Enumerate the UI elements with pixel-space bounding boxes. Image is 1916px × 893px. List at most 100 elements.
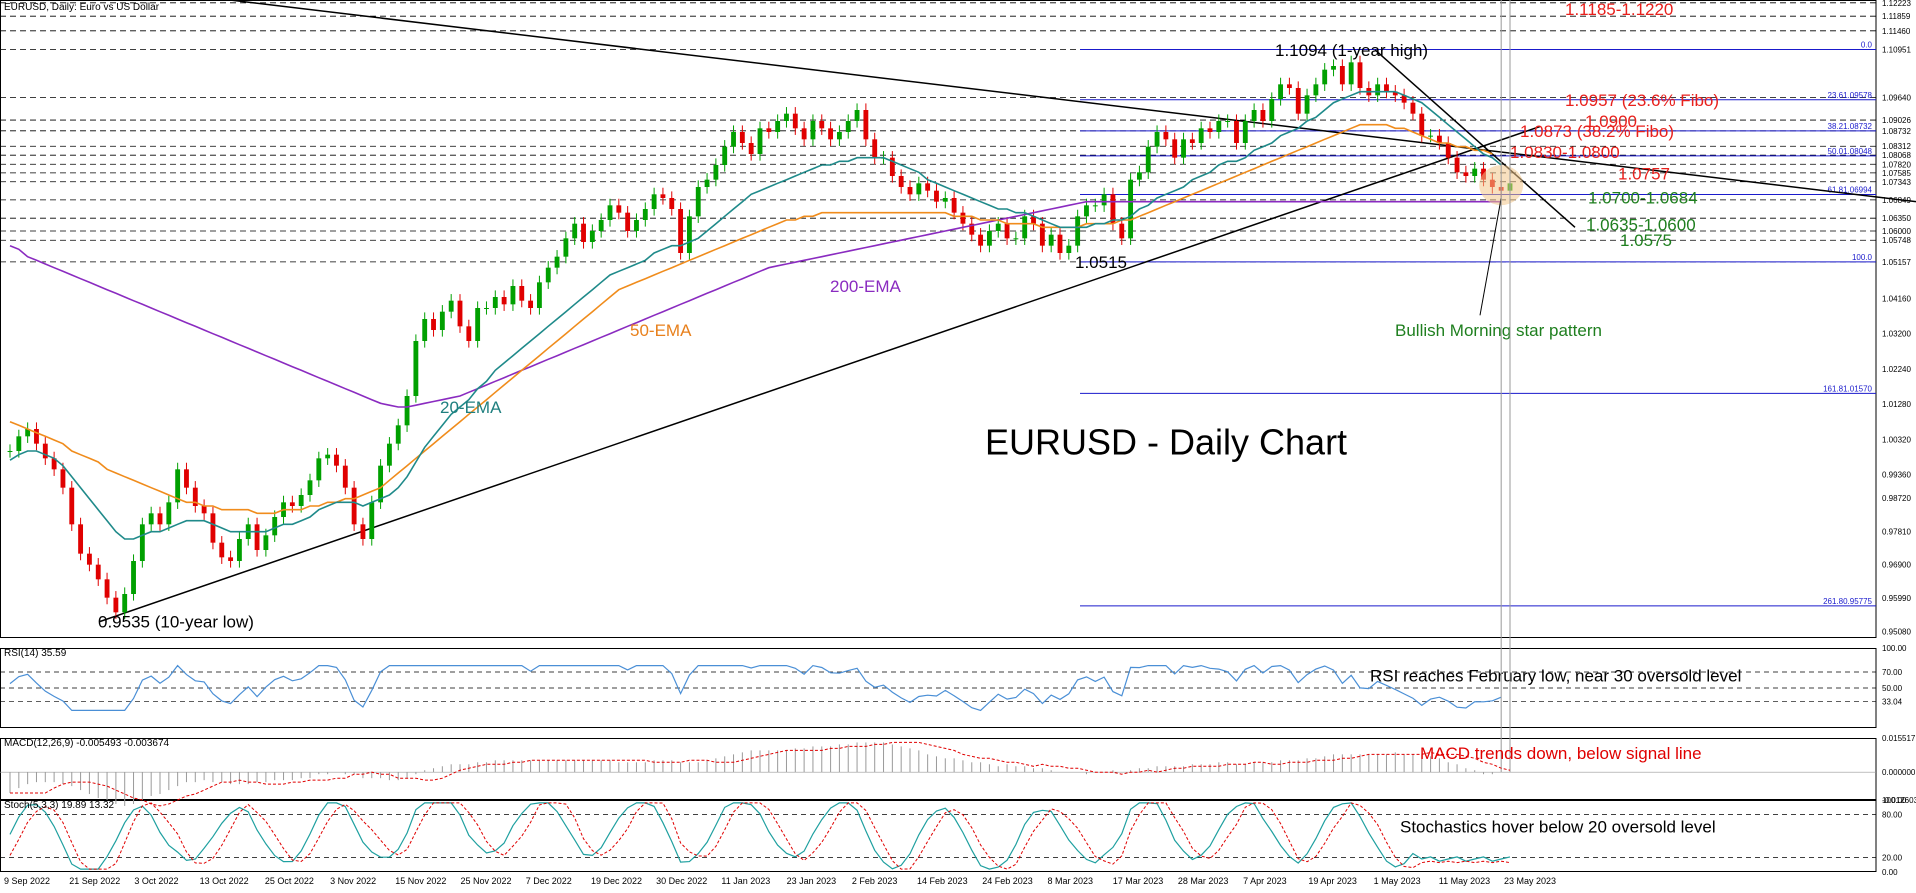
candle-body [342,465,348,488]
candle-body [7,451,13,452]
candle-body [960,212,966,224]
candle-body [448,300,454,312]
y-tick-label: 1.07343 [1882,178,1911,187]
stoch-tick-label: 0.00 [1882,868,1898,877]
y-tick-label: 1.08732 [1882,127,1911,136]
candle-body [695,187,701,217]
x-tick-label: 9 Sep 2022 [4,876,50,886]
candle-body [554,256,560,268]
macd-tick-label: 0.000000 [1882,768,1916,777]
candle-body [139,524,145,561]
candle-body [334,454,339,466]
candle-body [69,487,75,525]
candle-body [431,319,436,330]
ema50-line [9,123,1493,515]
x-tick-label: 19 Dec 2022 [591,876,642,886]
candle-body [219,542,225,558]
rsi-tick-label: 33.04 [1882,698,1903,707]
candle-body [678,209,684,253]
y-tick-label: 1.08312 [1882,142,1911,151]
candle-body [1119,223,1125,239]
y-tick-label: 1.05748 [1882,236,1911,245]
candle-body [16,436,22,451]
candle-body [1322,69,1328,85]
fibo-label: 61.81.06994 [1828,186,1873,195]
candle-body [157,513,163,525]
candle-body [254,524,260,550]
candle-body [86,553,92,565]
candle-body [131,561,136,594]
candle-body [501,297,507,305]
candle-body [1348,62,1354,85]
y-tick-label: 1.09640 [1882,94,1911,103]
candle-body [263,535,269,550]
annotation-label: 200-EMA [830,277,902,296]
candle-body [378,465,384,503]
y-tick-label: 1.06849 [1882,196,1911,205]
candle-body [1242,121,1248,143]
candle-body [236,539,242,561]
rsi-tick-label: 100.00 [1882,644,1907,653]
annotation-label: 1.0830-1.0800 [1510,143,1620,162]
candle-body [1145,146,1151,173]
candle-body [845,121,851,132]
candle-body [951,198,957,213]
candle-body [1401,95,1407,103]
candle-body [1454,157,1460,173]
candle-body [625,212,631,231]
y-tick-label: 1.03200 [1882,330,1911,339]
candle-body [739,132,745,143]
candle-body [1472,168,1478,176]
x-tick-label: 14 Feb 2023 [917,876,968,886]
fibo-label: 23.61.09578 [1828,91,1873,100]
candle-body [572,223,578,239]
candle-body [836,132,842,140]
ema20-line [9,90,1502,540]
candle-body [1304,95,1310,114]
y-tick-label: 0.95990 [1882,594,1911,603]
candle-body [510,286,516,305]
x-tick-label: 15 Nov 2022 [395,876,446,886]
candle-body [60,469,66,488]
candle-body [642,209,648,220]
candle-body [1339,66,1345,85]
candle-body [1066,245,1072,253]
y-tick-label: 0.97810 [1882,527,1911,536]
y-tick-label: 1.11859 [1882,12,1911,21]
candle-body [95,564,101,580]
x-tick-label: 1 May 2023 [1374,876,1421,886]
x-tick-label: 2 Feb 2023 [852,876,898,886]
candle-body [748,143,754,154]
candle-body [863,110,869,140]
candle-body [1101,194,1107,206]
candle-body [942,198,948,202]
rsi-line [9,664,1502,712]
annotation-label: 1.0957 (23.6% Fibo) [1565,91,1719,110]
candle-body [1410,102,1416,114]
y-tick-label: 1.12223 [1882,0,1911,8]
candle-body [1136,172,1142,180]
candle-body [704,179,710,187]
candle-body [907,187,913,195]
candle-body [819,121,825,129]
candle-body [1092,205,1098,207]
x-tick-label: 13 Oct 2022 [200,876,249,886]
candle-body [934,190,939,202]
fibo-label: 100.0 [1852,253,1873,262]
x-tick-label: 11 Jan 2023 [721,876,770,886]
candle-body [1048,234,1054,246]
candle-body [969,223,975,235]
stoch-annotation: Stochastics hover below 20 oversold leve… [1400,817,1716,836]
pattern-pointer-line [1479,197,1502,316]
x-tick-label: 3 Oct 2022 [134,876,178,886]
annotation-label: 1.0515 [1075,253,1127,272]
candle-body [1260,110,1266,121]
macd-tick-label: -0.012603 [1882,796,1916,805]
stoch-main-line [9,802,1511,870]
candle-body [1419,113,1425,136]
candle-body [1286,84,1292,88]
candle-body [386,443,392,466]
y-tick-label: 1.05157 [1882,258,1911,267]
candle-body [1463,172,1469,176]
